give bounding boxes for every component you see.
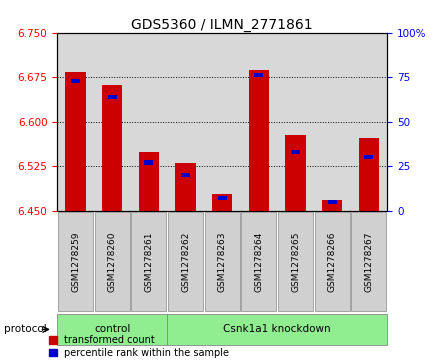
Bar — [139, 152, 159, 211]
Text: GSM1278260: GSM1278260 — [108, 231, 117, 291]
Bar — [144, 160, 154, 164]
Bar — [322, 200, 342, 211]
Text: GSM1278261: GSM1278261 — [144, 231, 154, 291]
Bar — [102, 85, 122, 211]
Bar — [71, 79, 80, 83]
Bar — [328, 200, 337, 204]
Title: GDS5360 / ILMN_2771861: GDS5360 / ILMN_2771861 — [132, 18, 313, 32]
Bar — [212, 194, 232, 211]
Text: GSM1278265: GSM1278265 — [291, 231, 300, 291]
Text: GSM1278264: GSM1278264 — [254, 231, 264, 291]
Bar — [108, 95, 117, 99]
Text: GSM1278267: GSM1278267 — [364, 231, 374, 291]
Text: protocol: protocol — [4, 325, 47, 334]
Bar — [66, 72, 86, 211]
Bar — [364, 155, 374, 159]
Bar — [181, 173, 190, 177]
Bar — [291, 150, 300, 154]
Bar — [359, 138, 379, 211]
Text: GSM1278263: GSM1278263 — [218, 231, 227, 291]
Text: GSM1278262: GSM1278262 — [181, 231, 190, 291]
Text: Csnk1a1 knockdown: Csnk1a1 knockdown — [224, 325, 331, 334]
Text: GSM1278266: GSM1278266 — [328, 231, 337, 291]
Bar — [176, 163, 196, 211]
Bar — [249, 70, 269, 211]
Bar — [286, 135, 306, 211]
Bar — [218, 196, 227, 200]
Bar — [254, 73, 264, 77]
Text: control: control — [94, 325, 130, 334]
Text: GSM1278259: GSM1278259 — [71, 231, 80, 291]
Legend: transformed count, percentile rank within the sample: transformed count, percentile rank withi… — [49, 335, 229, 358]
